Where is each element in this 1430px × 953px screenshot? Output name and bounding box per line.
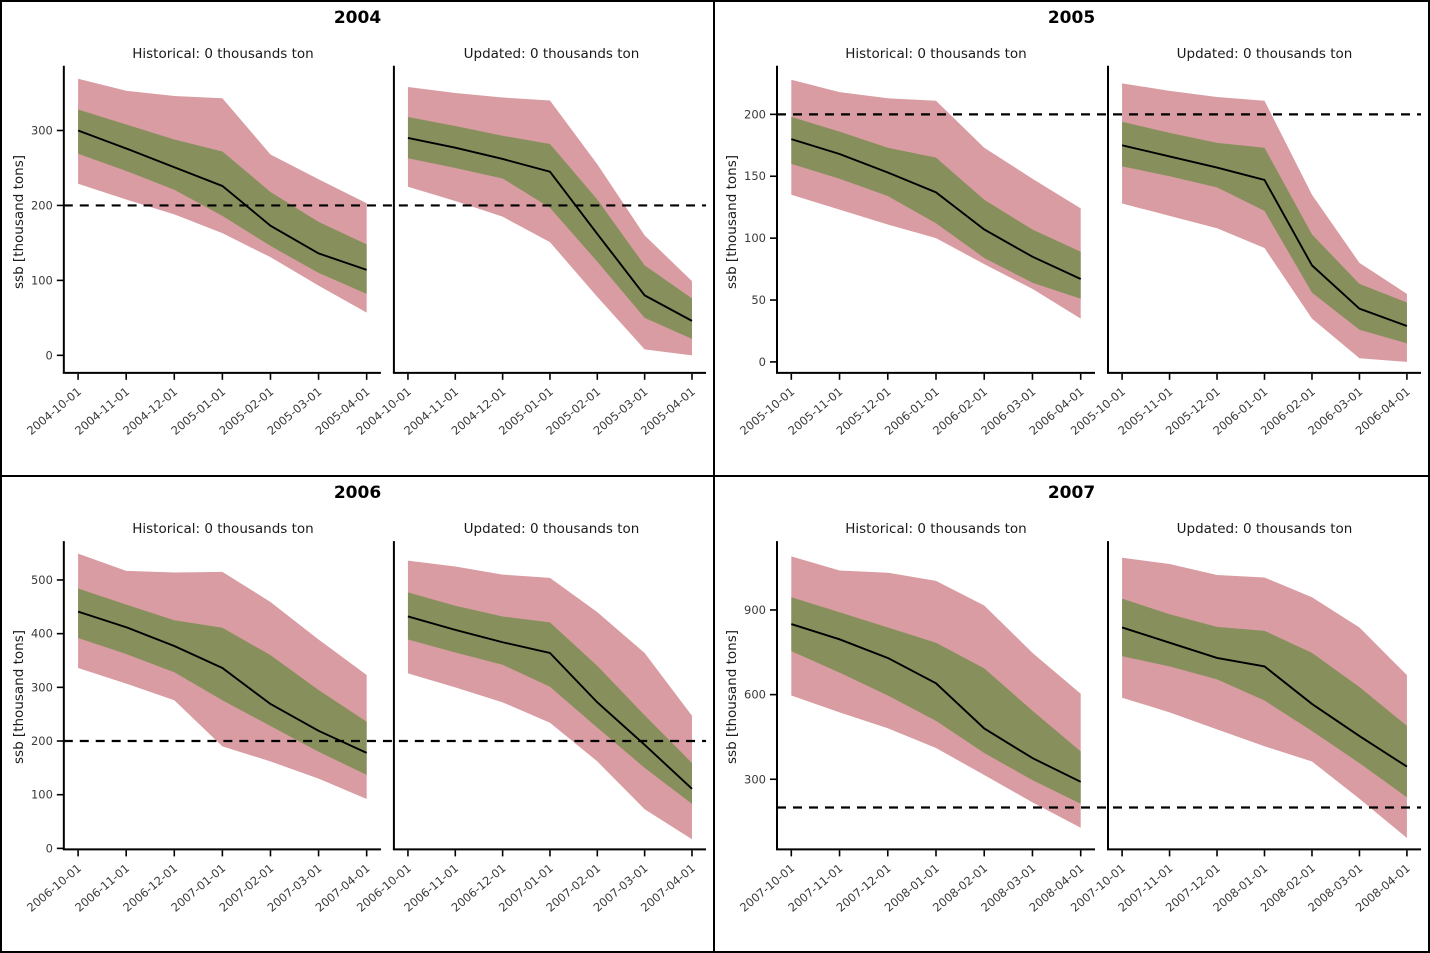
fan-chart-2005: 0501001502002005-10-012005-11-012005-12-… [737, 65, 1421, 438]
y-tick-label: 200 [31, 198, 53, 212]
y-tick-label: 400 [31, 626, 53, 640]
subplot-title-historical: Historical: 0 thousands ton [132, 46, 314, 62]
y-tick-label: 200 [31, 734, 53, 748]
subplot-title-updated: Updated: 0 thousands ton [1176, 520, 1353, 537]
y-tick-label: 0 [759, 355, 766, 369]
y-tick-label: 300 [31, 680, 53, 694]
inner-band [407, 117, 692, 339]
panel-year-title: 2007 [1047, 482, 1096, 503]
y-tick-label: 50 [751, 293, 766, 307]
subplot-title-historical: Historical: 0 thousands ton [845, 520, 1027, 537]
updated-subplot [407, 87, 693, 356]
panel-year-title: 2005 [1047, 8, 1096, 28]
subplot-title-updated: Updated: 0 thousands ton [463, 520, 640, 537]
y-tick-label: 300 [744, 772, 766, 786]
fan-chart-2007: 3006009002007-10-012007-11-012007-12-012… [737, 540, 1421, 914]
panel-2004: 2004 Historical: 0 thousands ton Updated… [2, 2, 715, 477]
median-line [791, 138, 1082, 280]
updated-subplot [1121, 83, 1408, 362]
median-line [791, 622, 1082, 783]
median-line [407, 615, 693, 789]
inner-band [78, 588, 367, 775]
y-tick-label: 150 [744, 169, 766, 183]
inner-band [407, 591, 692, 804]
median-line [1121, 144, 1408, 327]
historical-subplot [77, 78, 367, 313]
y-tick-label: 300 [31, 123, 53, 137]
inner-band [78, 109, 367, 294]
panel-year-title: 2004 [333, 8, 382, 28]
panel-2006: 2006 Historical: 0 thousands ton Updated… [2, 476, 715, 951]
y-tick-label: 600 [744, 687, 766, 701]
median-line [407, 137, 693, 322]
fan-chart-2006: 01002003004005002006-10-012006-11-012006… [24, 540, 707, 914]
updated-subplot [407, 560, 693, 839]
y-tick-label: 100 [31, 273, 53, 287]
y-tick-label: 0 [46, 348, 53, 362]
median-line [1121, 626, 1408, 767]
y-tick-label: 500 [31, 572, 53, 586]
historical-subplot [791, 79, 1082, 319]
inner-band [1122, 598, 1407, 797]
median-line [77, 129, 367, 271]
panel-2005: 2005 Historical: 0 thousands ton Updated… [715, 2, 1428, 477]
subplot-title-updated: Updated: 0 thousands ton [463, 46, 640, 62]
subplot-title-historical: Historical: 0 thousands ton [132, 520, 314, 537]
updated-subplot [1121, 557, 1408, 838]
y-tick-label: 100 [744, 231, 766, 245]
fan-chart-2004: 01002003002004-10-012004-11-012004-12-01… [24, 65, 707, 438]
subplot-title-updated: Updated: 0 thousands ton [1176, 46, 1353, 62]
y-tick-label: 900 [744, 602, 766, 616]
y-tick-label: 100 [31, 787, 53, 801]
panel-2007: 2007 Historical: 0 thousands ton Updated… [715, 476, 1428, 951]
subplot-title-historical: Historical: 0 thousands ton [845, 46, 1027, 62]
historical-subplot [791, 555, 1082, 828]
outer-band [407, 560, 692, 839]
y-tick-label: 200 [744, 107, 766, 121]
panel-year-title: 2006 [333, 482, 382, 503]
y-tick-label: 0 [46, 841, 53, 855]
median-line [77, 610, 368, 754]
historical-subplot [77, 553, 368, 799]
